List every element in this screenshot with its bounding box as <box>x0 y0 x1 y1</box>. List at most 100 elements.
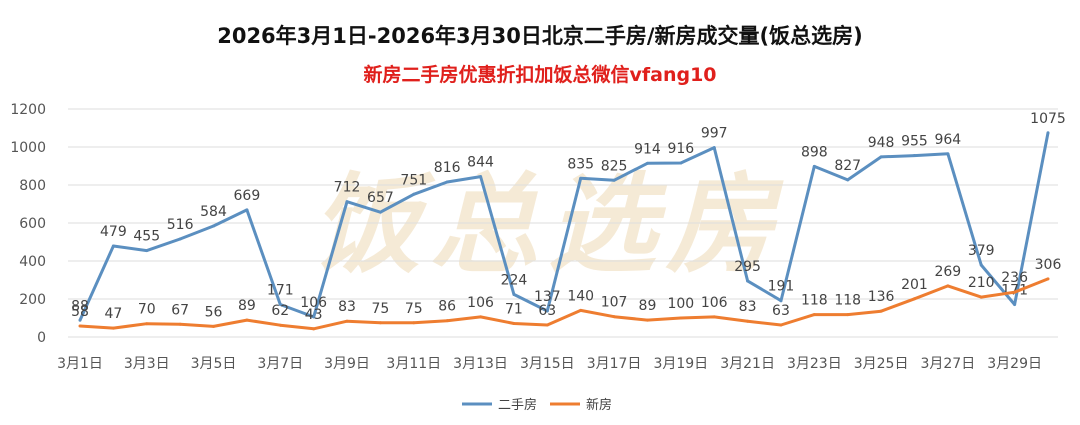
data-point <box>412 321 416 325</box>
data-label: 224 <box>501 272 528 288</box>
data-label: 62 <box>271 303 289 319</box>
data-point <box>445 319 449 323</box>
data-point <box>912 297 916 301</box>
data-label: 71 <box>505 302 523 318</box>
y-tick-label: 400 <box>19 254 46 270</box>
x-tick-label: 3月7日 <box>257 356 303 372</box>
x-tick-label: 3月11日 <box>386 356 441 372</box>
data-point <box>879 309 883 313</box>
data-label: 43 <box>305 307 323 323</box>
data-label: 89 <box>238 298 256 314</box>
y-tick-label: 800 <box>19 178 46 194</box>
data-point <box>946 284 950 288</box>
data-label: 75 <box>405 301 423 317</box>
data-point <box>145 322 149 326</box>
data-point <box>746 279 750 283</box>
x-tick-label: 3月29日 <box>987 356 1042 372</box>
data-point <box>278 303 282 307</box>
data-point <box>212 324 216 328</box>
data-point <box>145 249 149 253</box>
x-tick-label: 3月1日 <box>57 356 103 372</box>
data-label: 63 <box>538 303 556 319</box>
data-label: 56 <box>205 304 223 320</box>
data-label: 70 <box>138 302 156 318</box>
data-label: 751 <box>400 172 427 188</box>
x-tick-label: 3月19日 <box>653 356 708 372</box>
watermark-logo: 饭总选房 <box>312 163 784 288</box>
data-point <box>512 292 516 296</box>
data-point <box>746 319 750 323</box>
data-point <box>245 318 249 322</box>
y-tick-label: 600 <box>19 216 46 232</box>
data-label: 379 <box>968 243 995 259</box>
data-label: 916 <box>667 141 694 157</box>
x-tick-label: 3月15日 <box>520 356 575 372</box>
data-point <box>612 178 616 182</box>
data-point <box>345 319 349 323</box>
x-tick-label: 3月25日 <box>854 356 909 372</box>
data-label: 584 <box>200 204 227 220</box>
y-tick-label: 0 <box>37 330 46 346</box>
data-label: 118 <box>801 293 828 309</box>
data-point <box>979 263 983 267</box>
data-label: 137 <box>534 289 561 305</box>
data-label: 89 <box>639 298 657 314</box>
data-point <box>645 161 649 165</box>
data-point <box>312 315 316 319</box>
x-tick-label: 3月5日 <box>191 356 237 372</box>
data-label: 83 <box>338 299 356 315</box>
data-point <box>812 313 816 317</box>
data-point <box>78 324 82 328</box>
data-label: 898 <box>801 144 828 160</box>
data-point <box>1046 277 1050 281</box>
data-label: 106 <box>467 295 494 311</box>
data-point <box>1013 290 1017 294</box>
data-point <box>312 327 316 331</box>
data-label: 236 <box>1001 270 1028 286</box>
data-point <box>879 155 883 159</box>
data-point <box>545 323 549 327</box>
x-tick-label: 3月13日 <box>453 356 508 372</box>
y-tick-label: 1000 <box>10 140 46 156</box>
data-label: 118 <box>834 293 861 309</box>
data-point <box>479 315 483 319</box>
data-label: 171 <box>267 283 294 299</box>
data-point <box>178 322 182 326</box>
data-point <box>579 176 583 180</box>
data-point <box>345 200 349 204</box>
data-label: 63 <box>772 303 790 319</box>
data-point <box>679 161 683 165</box>
data-point <box>779 323 783 327</box>
x-tick-label: 3月17日 <box>587 356 642 372</box>
data-label: 844 <box>467 155 494 171</box>
data-label: 47 <box>104 306 122 322</box>
data-point <box>612 315 616 319</box>
y-tick-label: 200 <box>19 292 46 308</box>
data-label: 295 <box>734 259 761 275</box>
data-point <box>712 146 716 150</box>
data-point <box>779 299 783 303</box>
data-label: 455 <box>133 229 160 245</box>
data-label: 669 <box>234 188 261 204</box>
data-point <box>1046 131 1050 135</box>
data-point <box>812 164 816 168</box>
data-label: 75 <box>371 301 389 317</box>
data-label: 100 <box>667 296 694 312</box>
chart-subtitle: 新房二手房优惠折扣加饭总微信vfang10 <box>363 64 717 86</box>
data-label: 136 <box>868 289 895 305</box>
data-label: 657 <box>367 190 394 206</box>
data-point <box>946 152 950 156</box>
data-point <box>245 208 249 212</box>
data-label: 269 <box>934 264 961 280</box>
data-label: 86 <box>438 299 456 315</box>
data-point <box>1013 303 1017 307</box>
x-tick-label: 3月21日 <box>720 356 775 372</box>
data-label: 955 <box>901 134 928 150</box>
data-point <box>912 154 916 158</box>
data-point <box>78 318 82 322</box>
data-point <box>645 318 649 322</box>
data-point <box>679 316 683 320</box>
data-label: 83 <box>739 299 757 315</box>
data-label: 107 <box>601 295 628 311</box>
series-line-1 <box>79 277 1049 331</box>
